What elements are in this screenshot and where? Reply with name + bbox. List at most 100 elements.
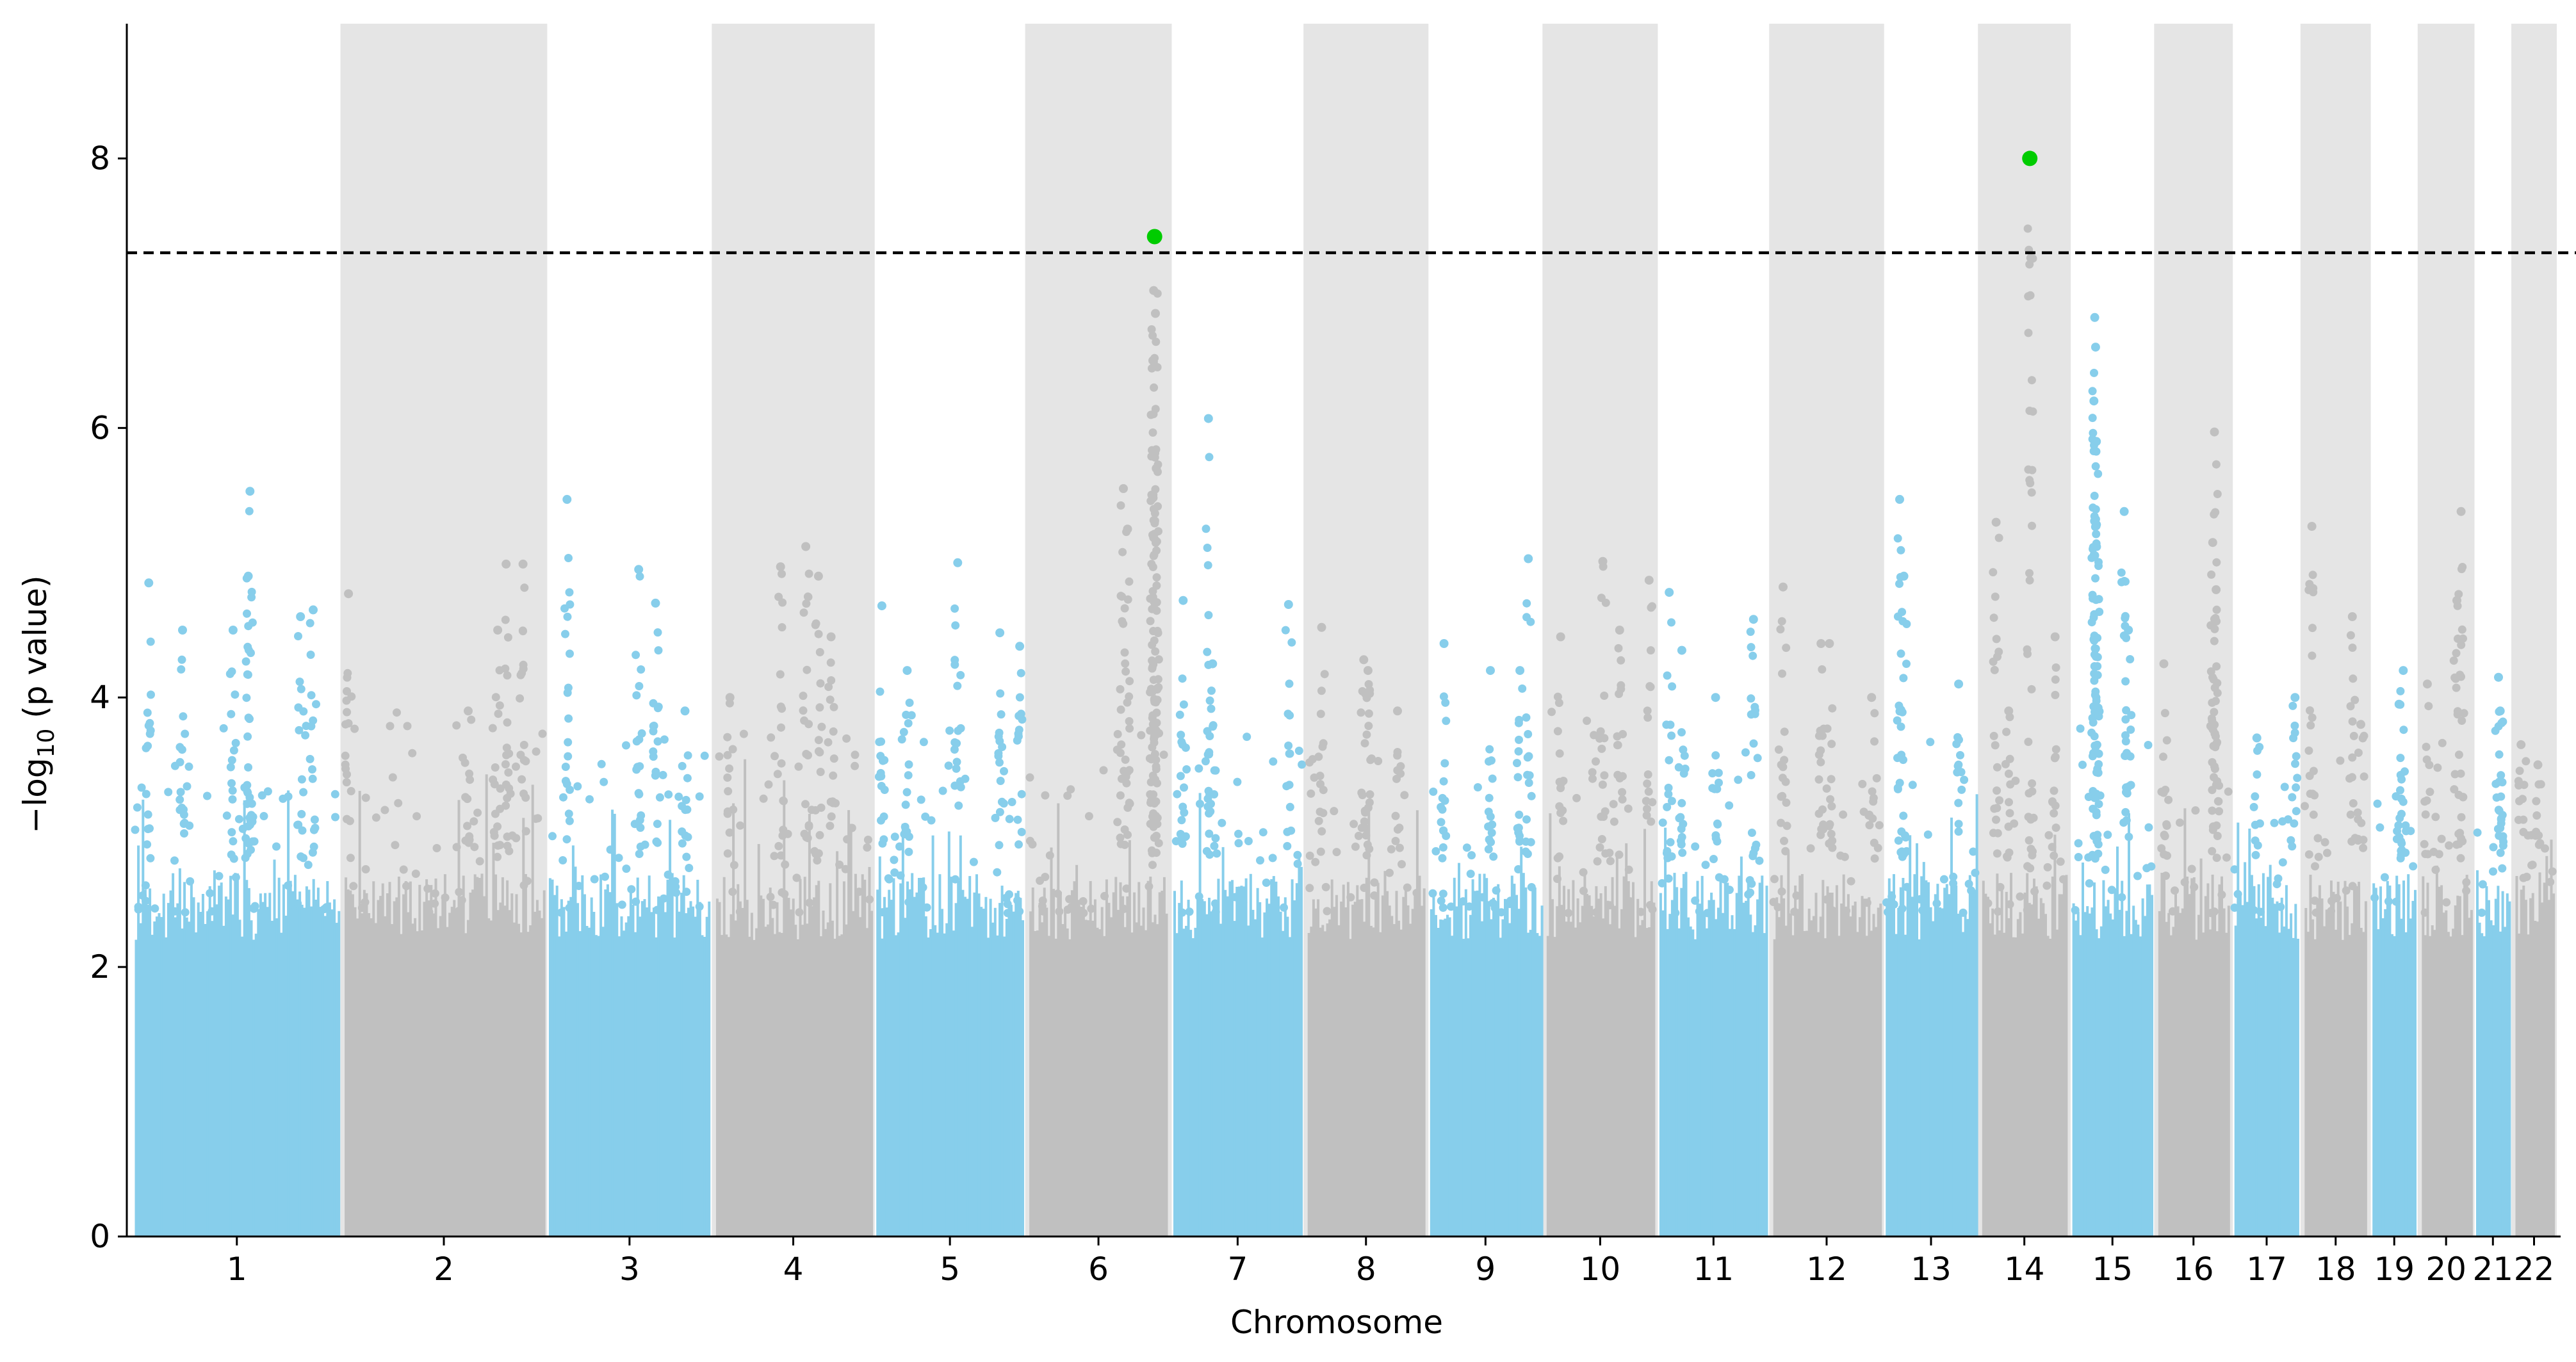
point-strip [968, 876, 972, 1236]
peak-point [1438, 854, 1447, 863]
peak-point [1896, 649, 1905, 658]
point-strip [1975, 794, 1978, 1236]
peak-point [2251, 820, 2260, 829]
peak-top-point [1317, 622, 1326, 632]
snp-point [2171, 886, 2179, 895]
point-strip [1560, 905, 1563, 1236]
peak-top-point [1284, 600, 1293, 609]
snp-point [151, 904, 159, 913]
point-strip [1918, 939, 1921, 1236]
snp-point [388, 773, 397, 782]
peak-point [2001, 759, 2010, 768]
point-strip [510, 893, 514, 1236]
peak-point [1364, 722, 1373, 731]
snp-point [2078, 760, 2087, 769]
point-strip [2035, 886, 2038, 1236]
peak-point [308, 765, 316, 774]
chromosome-points-2 [341, 708, 547, 1236]
point-strip [1643, 829, 1646, 1236]
snp-point [475, 857, 484, 866]
peak-point [2091, 505, 2100, 514]
point-strip [1133, 892, 1136, 1236]
peak-point [1152, 848, 1161, 857]
point-strip [601, 927, 605, 1236]
chromosome-points-1 [131, 722, 341, 1236]
peak-point [2399, 726, 2408, 734]
peak-point [2090, 669, 2099, 678]
point-strip [1579, 922, 1582, 1236]
point-strip [1208, 898, 1211, 1236]
peak-point [2126, 726, 2135, 734]
peak-point [307, 691, 316, 700]
peak-point [1893, 716, 1902, 725]
peak-point [804, 569, 813, 578]
point-strip [1123, 927, 1127, 1236]
point-strip [1105, 879, 1108, 1236]
peak-point [1154, 655, 1163, 664]
point-strip [1712, 900, 1715, 1236]
point-strip [1673, 873, 1676, 1236]
snp-point [2016, 892, 2025, 901]
point-strip [1404, 890, 1407, 1236]
peak-top-point [725, 693, 735, 702]
peak-point [2051, 752, 2060, 761]
snp-point [1806, 844, 1815, 853]
snp-point [1709, 855, 1718, 863]
peak-point [1203, 647, 1212, 656]
snp-point [2133, 872, 2142, 880]
peak-point [1902, 833, 1910, 842]
point-strip [1376, 882, 1380, 1236]
peak-point [227, 828, 236, 837]
point-strip [1121, 896, 1125, 1236]
point-strip [964, 896, 966, 1236]
peak-point [2456, 829, 2465, 838]
point-strip [1682, 873, 1685, 1236]
snp-point [794, 762, 803, 771]
point-strip [852, 911, 855, 1236]
point-strip [698, 902, 701, 1236]
peak-point [1667, 852, 1676, 861]
point-strip [2524, 900, 2527, 1236]
snp-point [1606, 901, 1614, 910]
point-strip [2348, 935, 2351, 1236]
point-strip [1178, 903, 1181, 1236]
peak-point [2088, 713, 2097, 722]
snp-point [2117, 893, 2126, 902]
point-strip [2384, 909, 2387, 1236]
peak-point [2310, 791, 2319, 800]
point-strip [2379, 886, 2382, 1236]
x-tick-label-6: 6 [1088, 1251, 1109, 1288]
point-strip [346, 889, 350, 1236]
snp-point [1185, 907, 1194, 916]
peak-point [2493, 825, 2502, 833]
snp-point [1194, 892, 1203, 901]
point-strip [2099, 926, 2103, 1236]
point-strip [1540, 905, 1544, 1236]
peak-point [1125, 677, 1134, 686]
snp-point [1231, 893, 1239, 902]
peak-point [142, 790, 151, 799]
point-strip [1993, 934, 1996, 1236]
snp-point [561, 763, 570, 771]
point-strip [1107, 902, 1111, 1236]
point-strip [993, 907, 997, 1236]
peak-point [904, 847, 913, 856]
snp-point [2360, 772, 2368, 781]
peak-point [1314, 816, 1323, 825]
point-strip [266, 907, 269, 1236]
peak-point [1617, 656, 1626, 665]
peak-top-point [2159, 659, 2169, 669]
point-strip [627, 916, 630, 1236]
point-strip [721, 935, 724, 1236]
snp-point [1211, 907, 1220, 916]
peak-point [503, 671, 512, 680]
snp-point [219, 724, 228, 733]
peak-point [1600, 734, 1609, 743]
peak-point [828, 797, 837, 806]
point-strip [2248, 829, 2251, 1236]
peak-point [2452, 840, 2461, 849]
snp-point [2230, 865, 2239, 874]
peak-point [2025, 836, 2034, 845]
peak-point [2308, 624, 2317, 633]
